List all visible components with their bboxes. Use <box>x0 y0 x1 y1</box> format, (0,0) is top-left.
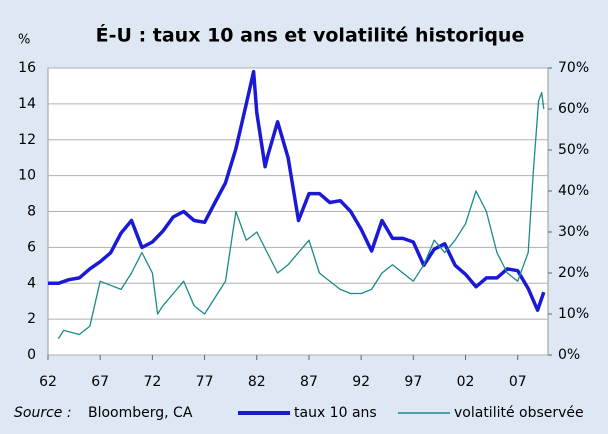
y2-tick-label: 40% <box>558 183 589 199</box>
x-tick-label: 77 <box>196 374 214 390</box>
y2-tick-label: 30% <box>558 224 589 240</box>
x-tick-label: 72 <box>143 374 161 390</box>
x-tick-label: 87 <box>300 374 318 390</box>
y-tick-label: 0 <box>27 347 36 363</box>
y-tick-label: 4 <box>27 275 36 291</box>
x-tick-label: 92 <box>352 374 370 390</box>
y2-tick-label: 50% <box>558 142 589 158</box>
series-line <box>48 69 546 312</box>
source-label: Source : <box>14 405 72 421</box>
x-tick-label: 62 <box>39 374 57 390</box>
legend-label: volatilité observée <box>454 405 584 421</box>
chart-title: É-U : taux 10 ans et volatilité historiq… <box>96 24 525 47</box>
x-tick-label: 02 <box>457 374 475 390</box>
y2-tick-label: 20% <box>558 265 589 281</box>
y-tick-label: 6 <box>27 239 36 255</box>
series-line <box>57 91 545 339</box>
y-tick-label: 14 <box>18 96 36 112</box>
y-tick-label: 10 <box>18 168 36 184</box>
x-tick-label: 97 <box>404 374 422 390</box>
y-unit: % <box>18 33 30 48</box>
source-text: Bloomberg, CA <box>88 405 193 421</box>
y2-tick-label: 10% <box>558 306 589 322</box>
y2-tick-label: 60% <box>558 101 589 117</box>
y-tick-label: 16 <box>18 60 36 76</box>
y-tick-label: 8 <box>27 204 36 220</box>
y-tick-label: 2 <box>27 311 36 327</box>
y-tick-label: 12 <box>18 132 36 148</box>
y2-tick-label: 70% <box>558 60 589 76</box>
legend-label: taux 10 ans <box>294 405 377 421</box>
x-tick-label: 82 <box>248 374 266 390</box>
x-tick-label: 67 <box>91 374 109 390</box>
x-tick-label: 07 <box>509 374 527 390</box>
y2-tick-label: 0% <box>558 347 580 363</box>
